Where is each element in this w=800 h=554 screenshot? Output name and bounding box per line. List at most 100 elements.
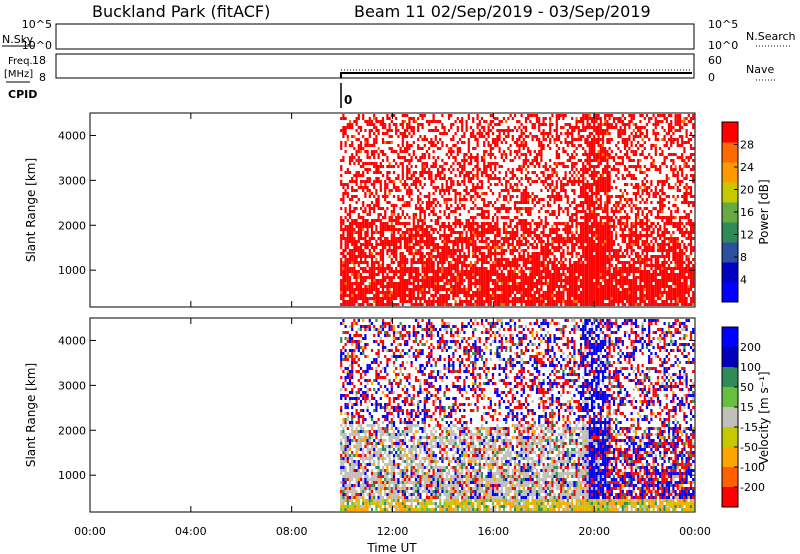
power-cell [505,198,508,201]
power-cell [447,294,451,297]
power-cell [617,282,620,285]
power-cell [452,135,455,138]
power-cell [582,270,585,273]
power-cell [606,174,609,177]
power-cell [516,168,519,171]
power-cell [487,135,490,138]
power-cell [478,249,481,252]
power-cell [588,213,591,216]
power-cell [597,156,600,159]
power-cell [579,186,583,189]
power-cell [520,213,523,216]
power-cell [562,177,565,180]
power-cell [586,117,589,120]
power-cell [423,243,426,246]
power-cell [612,240,616,243]
power-cell [390,222,393,225]
power-cell [375,192,378,195]
power-cell [467,177,470,180]
power-cell [344,261,347,264]
power-cell [445,291,448,294]
power-cell [531,237,534,240]
power-cell [560,258,563,261]
power-cell [388,291,391,294]
power-cell [480,192,484,195]
power-cell [520,276,523,279]
power-cell [507,180,510,183]
power-cell [546,294,550,297]
power-cell [485,279,488,282]
power-cell [401,150,404,153]
power-cell [397,303,400,306]
power-cell [399,189,402,192]
power-cell [419,210,422,213]
power-cell [355,177,358,180]
power-cell [593,129,596,132]
power-cell [498,228,501,231]
power-cell [348,216,352,219]
power-cell [582,162,585,165]
power-cell [480,279,484,282]
power-cell [480,117,484,120]
power-cell [496,129,499,132]
power-cell [582,231,585,234]
power-cell [430,228,433,231]
power-cell [452,123,455,126]
power-cell [551,288,554,291]
power-cell [483,279,486,282]
power-cell [381,276,385,279]
power-cell [353,135,356,138]
power-cell [586,288,589,291]
power-cell [553,303,556,306]
power-cell [615,279,618,282]
power-cell [597,252,600,255]
power-cell [340,198,343,201]
power-cell [370,237,374,240]
power-cell [362,204,365,207]
power-cell [573,189,576,192]
power-cell [577,297,580,300]
power-cell [604,261,607,264]
power-cell [436,276,440,279]
power-cell [549,294,552,297]
power-cell [542,249,545,252]
power-cell [432,117,435,120]
power-cell [441,276,444,279]
power-cell [588,261,591,264]
power-cell [599,120,602,123]
power-cell [414,204,418,207]
power-cell [373,222,376,225]
power-cell [406,204,409,207]
power-cell [617,288,620,291]
power-cell [577,234,580,237]
power-cell [469,261,473,264]
power-cell [571,234,574,237]
power-cell [505,231,508,234]
power-cell [608,255,611,258]
power-cell [595,279,598,282]
power-cell [606,285,609,288]
power-cell [406,246,409,249]
power-cell [373,123,376,126]
power-cell [496,228,499,231]
power-cell [443,285,446,288]
power-cell [390,165,393,168]
power-cell [445,255,448,258]
power-cell [573,300,576,303]
power-cell [458,237,462,240]
power-cell [604,168,607,171]
power-cell [487,282,490,285]
power-cell [615,273,618,276]
power-cell [538,252,541,255]
power-cell [604,156,607,159]
power-cell [456,147,459,150]
power-cell [588,237,591,240]
power-cell [368,156,371,159]
power-cell [436,231,440,234]
power-cell [432,237,435,240]
power-cell [487,288,490,291]
power-cell [520,222,523,225]
power-cell [590,297,594,300]
power-cell [483,276,486,279]
power-cell [454,192,457,195]
